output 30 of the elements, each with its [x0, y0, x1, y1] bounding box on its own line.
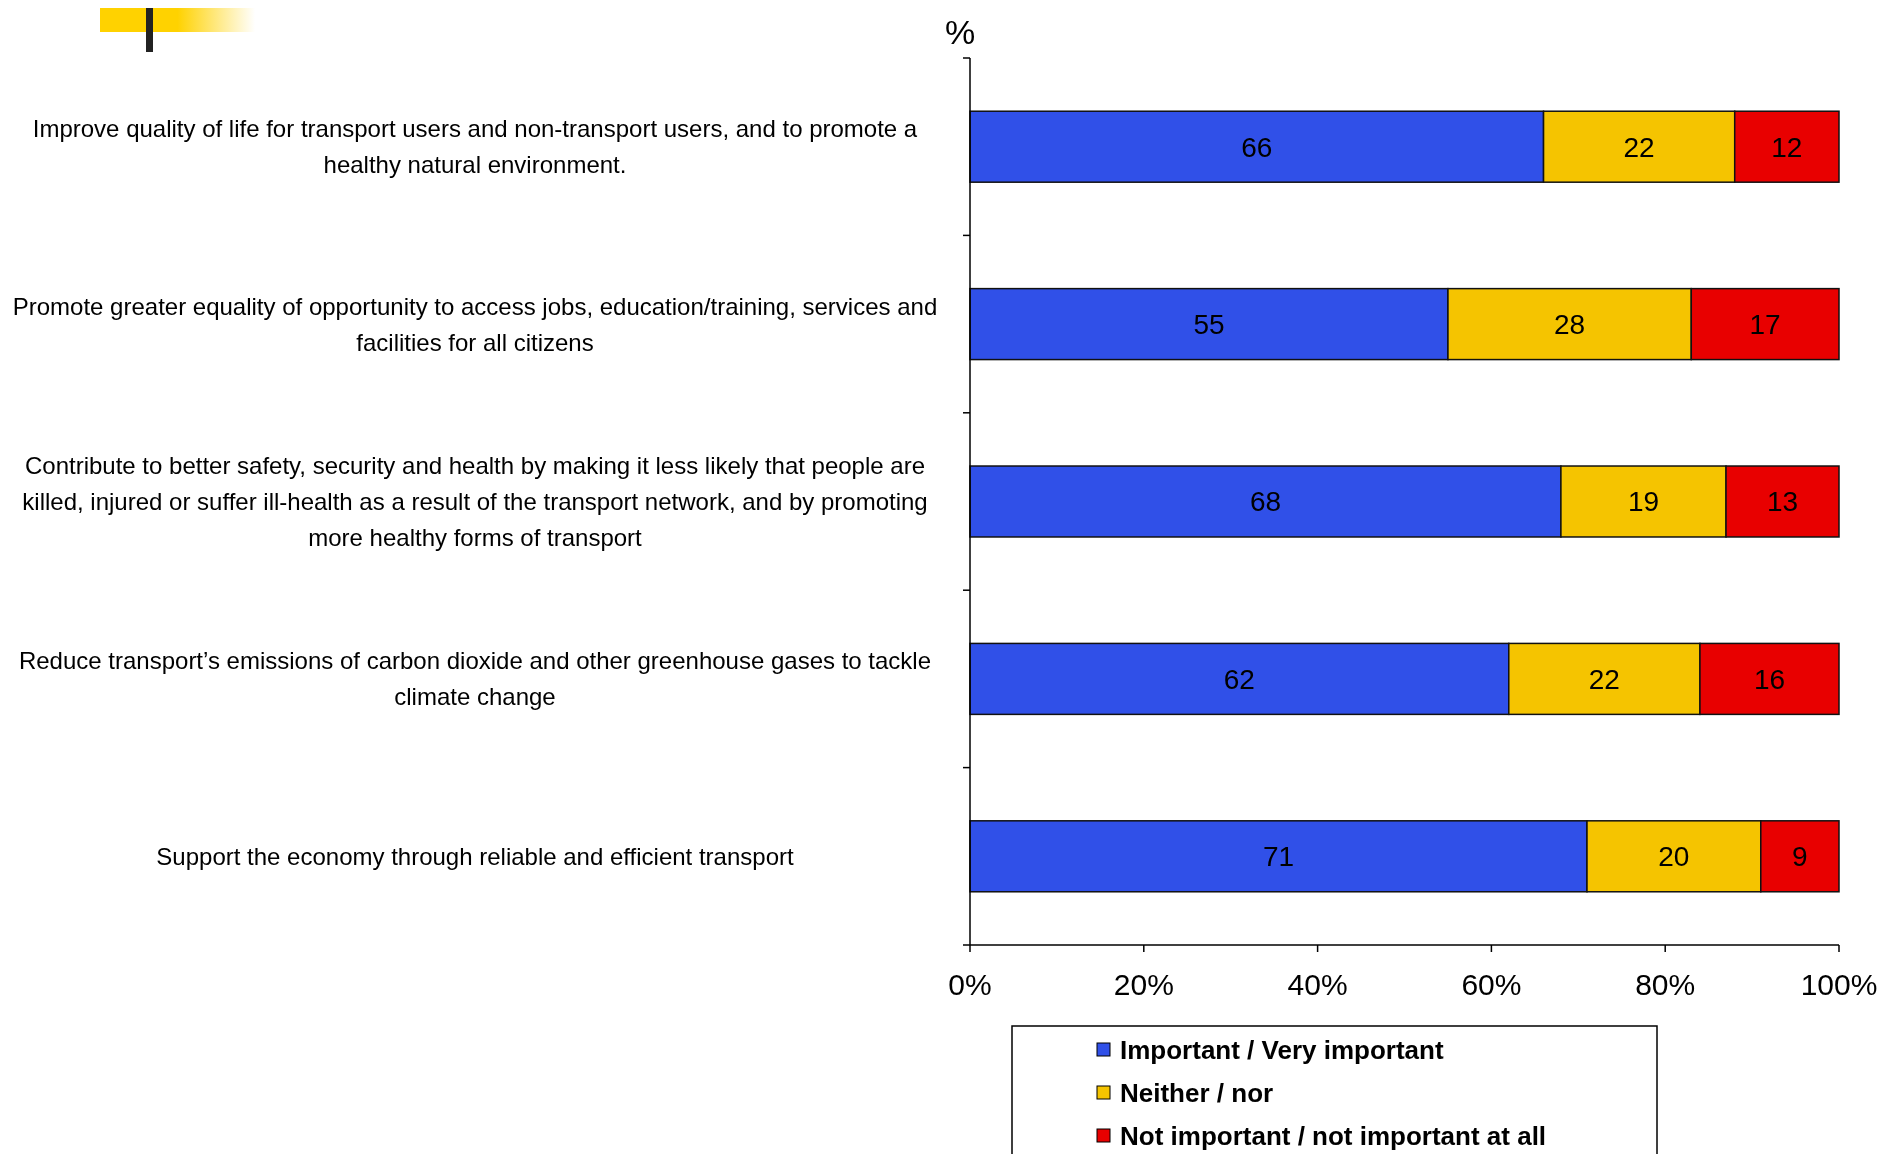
data-label: 55	[1193, 308, 1225, 340]
legend-label: Important / Very important	[1120, 1035, 1444, 1066]
data-label: 22	[1588, 663, 1620, 695]
x-tick-label: 100%	[1800, 968, 1878, 1001]
y-tick-label: Support the economy through reliable and efficient transport	[156, 842, 794, 870]
data-label: 12	[1771, 131, 1803, 163]
data-label: 16	[1753, 663, 1786, 695]
legend-label: Neither / nor	[1120, 1078, 1274, 1109]
data-label: 66	[1241, 131, 1273, 163]
data-label: 20	[1658, 841, 1690, 873]
x-tick-label: 40%	[1287, 968, 1348, 1001]
data-label: 68	[1249, 486, 1282, 518]
text: %	[944, 13, 976, 51]
y-tick-label: Contribute to better safety, security and health by making it less likely that people are killed, injured or suffer ill-health as a result of the transport network, and by promoting more healthy forms of transport	[22, 451, 928, 551]
legend-label: Not important / not important at all	[1120, 1121, 1547, 1152]
data-label: 13	[1766, 486, 1799, 518]
data-label: 9	[1792, 841, 1808, 873]
data-label: 28	[1554, 308, 1586, 340]
x-tick-label: 0%	[948, 968, 992, 1001]
data-label: 22	[1623, 131, 1655, 163]
x-tick-label: 60%	[1461, 968, 1522, 1001]
y-tick-label: Reduce transport’s emissions of carbon dioxide and other greenhouse gases to tackle climate change	[18, 647, 932, 711]
data-label: 71	[1262, 841, 1295, 873]
data-label: 62	[1223, 663, 1255, 695]
y-tick-label: Improve quality of life for transport users and non-transport users, and to promote a healthy natural environment.	[32, 115, 918, 179]
x-tick-label: 20%	[1113, 968, 1174, 1001]
data-label: 17	[1749, 308, 1781, 340]
data-label: 19	[1627, 486, 1660, 518]
x-tick-label: 80%	[1635, 968, 1696, 1001]
y-tick-label: Promote greater equality of opportunity to access jobs, education/training, services and facilities for all citizens	[12, 292, 938, 356]
